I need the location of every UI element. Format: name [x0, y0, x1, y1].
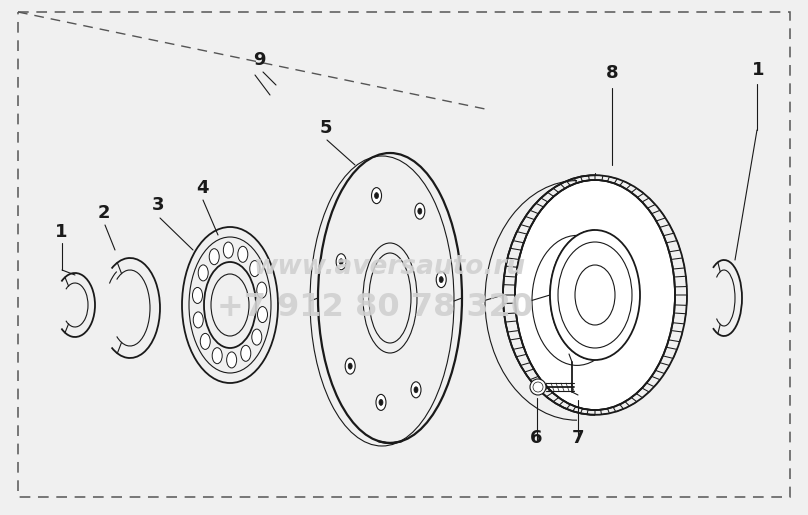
- Ellipse shape: [192, 287, 203, 303]
- Ellipse shape: [550, 230, 640, 360]
- Ellipse shape: [414, 387, 418, 393]
- Ellipse shape: [213, 348, 222, 364]
- Text: 1: 1: [752, 61, 764, 79]
- Text: 4: 4: [196, 179, 208, 197]
- Ellipse shape: [200, 333, 210, 349]
- Ellipse shape: [204, 262, 256, 348]
- Text: 1: 1: [55, 223, 68, 241]
- Text: 6: 6: [530, 429, 542, 447]
- Ellipse shape: [415, 203, 425, 219]
- Ellipse shape: [252, 329, 262, 345]
- Ellipse shape: [227, 352, 237, 368]
- Ellipse shape: [241, 345, 250, 362]
- Text: 7: 7: [572, 429, 584, 447]
- Ellipse shape: [318, 153, 462, 443]
- Ellipse shape: [375, 193, 378, 199]
- Ellipse shape: [198, 265, 208, 281]
- Text: 9: 9: [253, 51, 266, 69]
- Ellipse shape: [257, 282, 267, 298]
- Ellipse shape: [372, 187, 381, 203]
- Ellipse shape: [258, 306, 267, 322]
- Ellipse shape: [223, 242, 234, 258]
- Ellipse shape: [440, 277, 444, 283]
- Ellipse shape: [418, 208, 422, 214]
- Ellipse shape: [336, 254, 346, 270]
- Ellipse shape: [182, 227, 278, 383]
- Ellipse shape: [348, 363, 352, 369]
- Ellipse shape: [345, 358, 356, 374]
- Ellipse shape: [379, 400, 383, 405]
- Ellipse shape: [376, 394, 386, 410]
- Ellipse shape: [411, 382, 421, 398]
- Ellipse shape: [209, 249, 219, 265]
- Text: www.aversauto.ru: www.aversauto.ru: [254, 254, 526, 280]
- Circle shape: [530, 379, 546, 395]
- Text: 8: 8: [606, 64, 619, 82]
- Ellipse shape: [339, 259, 343, 265]
- Ellipse shape: [250, 261, 259, 277]
- Text: 5: 5: [320, 119, 333, 137]
- Ellipse shape: [515, 180, 675, 410]
- Text: 2: 2: [98, 204, 111, 222]
- Ellipse shape: [436, 271, 446, 287]
- Ellipse shape: [238, 246, 248, 262]
- Ellipse shape: [193, 312, 204, 328]
- Text: +7 912 80 78 320: +7 912 80 78 320: [217, 291, 533, 322]
- Text: 3: 3: [152, 196, 165, 214]
